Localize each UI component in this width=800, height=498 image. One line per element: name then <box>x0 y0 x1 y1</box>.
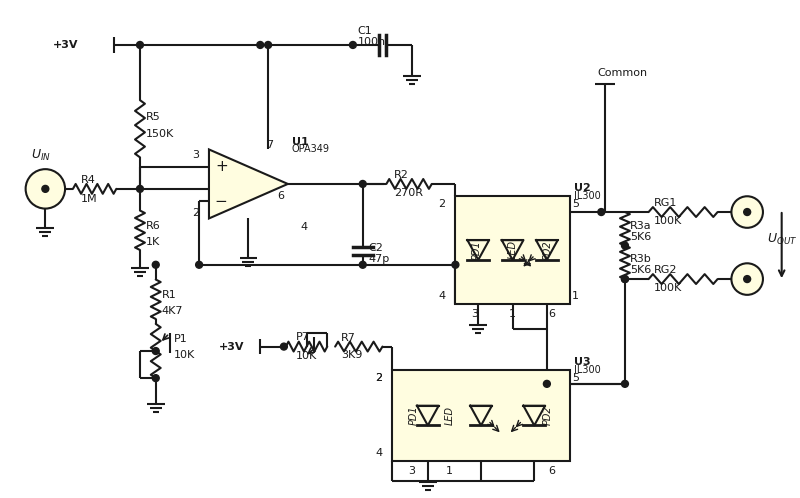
Text: +3V: +3V <box>54 40 79 50</box>
Text: 4K7: 4K7 <box>162 306 183 316</box>
Text: 5: 5 <box>572 199 578 209</box>
Text: 1: 1 <box>572 291 578 301</box>
Text: 100K: 100K <box>654 283 682 293</box>
Text: P7: P7 <box>296 332 310 342</box>
Text: PD1: PD1 <box>409 406 419 425</box>
Text: 3K9: 3K9 <box>341 351 362 361</box>
Text: 2: 2 <box>375 373 382 383</box>
Text: 1K: 1K <box>146 237 160 247</box>
Text: $U_{OUT}$: $U_{OUT}$ <box>767 232 798 247</box>
Text: 2: 2 <box>192 208 199 218</box>
Circle shape <box>137 185 143 192</box>
Text: 10K: 10K <box>296 352 317 362</box>
Text: PD2: PD2 <box>543 240 553 260</box>
Text: RG2: RG2 <box>654 265 677 275</box>
Circle shape <box>622 275 628 282</box>
Text: C2: C2 <box>369 243 383 253</box>
Circle shape <box>152 348 159 355</box>
Text: 270R: 270R <box>394 188 423 198</box>
Polygon shape <box>209 149 288 219</box>
Text: 6: 6 <box>277 191 284 201</box>
Text: 4: 4 <box>375 448 382 458</box>
Circle shape <box>744 275 750 282</box>
Text: R3b: R3b <box>630 254 652 264</box>
Text: 2: 2 <box>438 199 446 209</box>
Text: 1: 1 <box>446 466 453 476</box>
Text: R2: R2 <box>394 170 409 180</box>
Text: +3V: +3V <box>219 342 245 352</box>
Text: 3: 3 <box>192 150 199 160</box>
Circle shape <box>731 263 763 295</box>
Text: 100n: 100n <box>358 37 386 47</box>
Text: 6: 6 <box>549 466 555 476</box>
Circle shape <box>152 261 159 268</box>
Text: Common: Common <box>598 68 647 78</box>
Circle shape <box>257 41 264 48</box>
Text: OPA349: OPA349 <box>292 144 330 154</box>
Text: 100K: 100K <box>654 216 682 226</box>
Text: IL300: IL300 <box>574 191 601 201</box>
Circle shape <box>350 41 356 48</box>
Text: 1: 1 <box>509 309 516 319</box>
Text: 4: 4 <box>301 223 308 233</box>
Text: 5K6: 5K6 <box>630 265 651 275</box>
Text: 4: 4 <box>438 291 446 301</box>
Circle shape <box>622 275 628 282</box>
Text: 3: 3 <box>472 309 478 319</box>
Circle shape <box>744 209 750 216</box>
Circle shape <box>137 41 143 48</box>
Circle shape <box>622 242 628 249</box>
Text: U3: U3 <box>574 358 590 368</box>
Text: R7: R7 <box>341 333 356 343</box>
Text: 150K: 150K <box>146 128 174 138</box>
Bar <box>455 196 570 304</box>
Text: PD1: PD1 <box>472 240 482 260</box>
Text: +: + <box>215 159 228 174</box>
Circle shape <box>281 343 287 350</box>
Circle shape <box>265 41 271 48</box>
Text: 2: 2 <box>375 373 382 383</box>
Text: 6: 6 <box>549 309 555 319</box>
Circle shape <box>42 185 49 192</box>
Text: PD2: PD2 <box>543 406 553 425</box>
Text: R3a: R3a <box>630 221 651 231</box>
Text: R1: R1 <box>162 290 177 300</box>
Text: 1M: 1M <box>81 194 98 204</box>
Text: $U_{IN}$: $U_{IN}$ <box>31 148 51 163</box>
Text: −: − <box>215 194 228 209</box>
Text: 3: 3 <box>409 466 415 476</box>
Circle shape <box>543 380 550 387</box>
Circle shape <box>452 261 459 268</box>
Text: 5K6: 5K6 <box>630 232 651 242</box>
Text: LED: LED <box>445 406 454 425</box>
Text: LED: LED <box>507 241 518 259</box>
Text: U2: U2 <box>574 183 590 193</box>
Circle shape <box>152 374 159 381</box>
Text: R5: R5 <box>146 112 161 122</box>
Text: C1: C1 <box>358 26 373 36</box>
Circle shape <box>598 209 605 216</box>
Text: P1: P1 <box>174 334 187 344</box>
Text: 10K: 10K <box>174 351 194 361</box>
Circle shape <box>196 261 202 268</box>
Text: 5: 5 <box>572 373 578 383</box>
Text: U1: U1 <box>292 136 309 146</box>
Circle shape <box>26 169 65 209</box>
Text: 47p: 47p <box>369 254 390 264</box>
Text: IL300: IL300 <box>574 365 601 375</box>
Circle shape <box>359 180 366 187</box>
Bar <box>392 370 570 461</box>
Text: RG1: RG1 <box>654 198 677 208</box>
Circle shape <box>622 380 628 387</box>
Circle shape <box>359 261 366 268</box>
Text: R6: R6 <box>146 221 161 232</box>
Text: R4: R4 <box>81 175 96 185</box>
Text: 7: 7 <box>266 140 274 150</box>
Circle shape <box>731 196 763 228</box>
